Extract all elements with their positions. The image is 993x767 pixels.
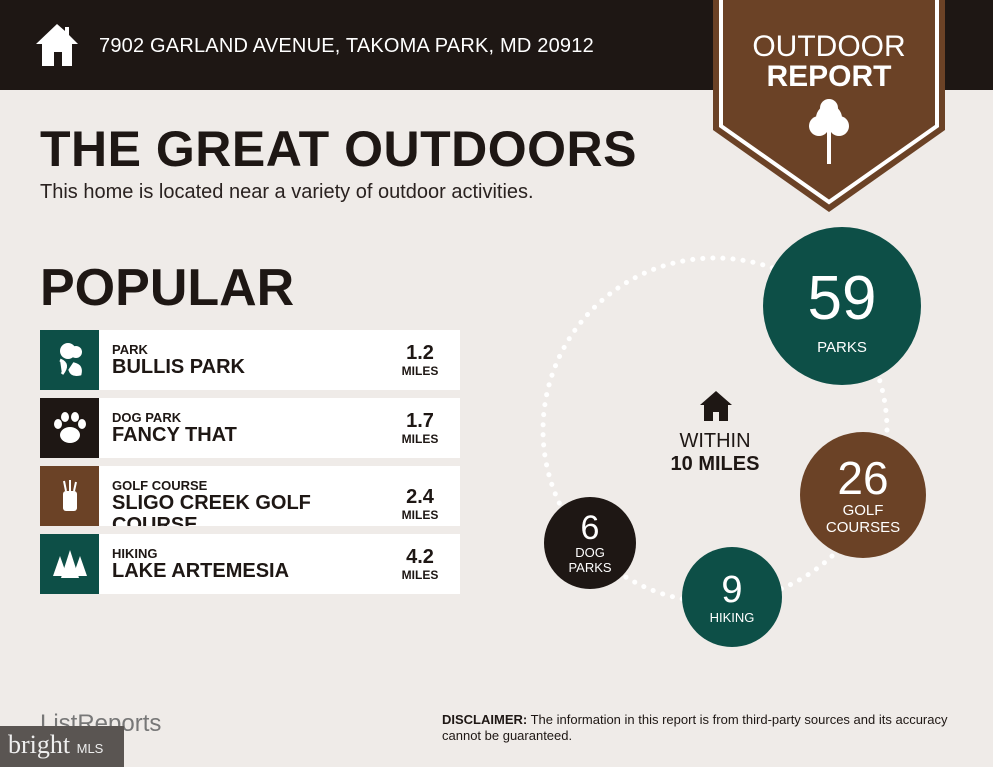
property-address: 7902 GARLAND AVENUE, TAKOMA PARK, MD 209… xyxy=(99,35,594,57)
item-category: PARK xyxy=(112,342,148,357)
list-item: HIKING LAKE ARTEMESIA 4.2 MILES xyxy=(40,534,460,594)
list-item: DOG PARK FANCY THAT 1.7 MILES xyxy=(40,398,460,458)
count-value: 9 xyxy=(721,568,743,611)
item-unit: MILES xyxy=(401,364,439,378)
item-category: GOLF COURSE xyxy=(112,478,208,493)
count-value: 59 xyxy=(807,263,877,333)
count-value: 6 xyxy=(580,509,600,547)
paw-icon xyxy=(40,398,99,458)
disclaimer-text: The information in this report is from t… xyxy=(442,712,948,743)
item-unit: MILES xyxy=(401,568,439,582)
watermark-suffix: MLS xyxy=(76,741,104,756)
within-radius: WITHIN 10 MILES xyxy=(640,430,790,476)
bright-mls-watermark: bright MLS xyxy=(0,726,124,767)
park-icon xyxy=(40,330,99,390)
count-label: GOLF COURSES xyxy=(825,502,901,536)
badge-line1: OUTDOOR xyxy=(752,30,906,63)
home-icon xyxy=(36,24,78,66)
item-distance: 4.2 xyxy=(406,546,434,568)
watermark-text: bright xyxy=(8,730,71,759)
item-name: LAKE ARTEMESIA xyxy=(112,560,290,582)
page-title: THE GREAT OUTDOORS xyxy=(40,121,637,177)
badge-line2: REPORT xyxy=(766,60,892,93)
within-label: WITHIN xyxy=(679,430,751,452)
radius-value: 10 MILES xyxy=(670,453,760,475)
trees-icon xyxy=(40,534,99,594)
count-label: HIKING xyxy=(709,609,755,625)
home-icon xyxy=(700,391,732,421)
dog-parks-count: 6 DOG PARKS xyxy=(544,497,636,589)
list-item: GOLF COURSE SLIGO CREEK GOLF COURSE 2.4 M… xyxy=(40,466,460,526)
item-category: HIKING xyxy=(112,546,158,561)
outdoor-report-badge xyxy=(713,0,945,212)
count-label: PARKS xyxy=(817,338,867,356)
item-name: SLIGO CREEK GOLF COURSE xyxy=(112,492,311,526)
item-distance: 1.2 xyxy=(406,342,434,364)
count-value: 26 xyxy=(837,452,889,504)
item-name: FANCY THAT xyxy=(112,424,237,446)
popular-heading: POPULAR xyxy=(40,259,295,317)
item-category: DOG PARK xyxy=(112,410,182,425)
parks-count: 59 PARKS xyxy=(763,227,921,385)
item-unit: MILES xyxy=(401,432,439,446)
tree-icon xyxy=(809,99,849,164)
list-item: PARK BULLIS PARK 1.2 MILES xyxy=(40,330,460,390)
radius-ring xyxy=(540,255,890,605)
item-name: BULLIS PARK xyxy=(112,356,245,378)
golf-courses-count: 26 GOLF COURSES xyxy=(800,432,926,558)
item-distance: 1.7 xyxy=(406,410,434,432)
disclaimer-label: DISCLAIMER: xyxy=(442,712,528,727)
item-unit: MILES xyxy=(401,508,439,522)
count-label: DOG PARKS xyxy=(568,545,612,575)
disclaimer: DISCLAIMER: The information in this repo… xyxy=(442,712,962,744)
page-subtitle: This home is located near a variety of o… xyxy=(40,181,534,203)
item-distance: 2.4 xyxy=(406,486,434,508)
hiking-count: 9 HIKING xyxy=(682,547,782,647)
golf-bag-icon xyxy=(40,466,99,526)
